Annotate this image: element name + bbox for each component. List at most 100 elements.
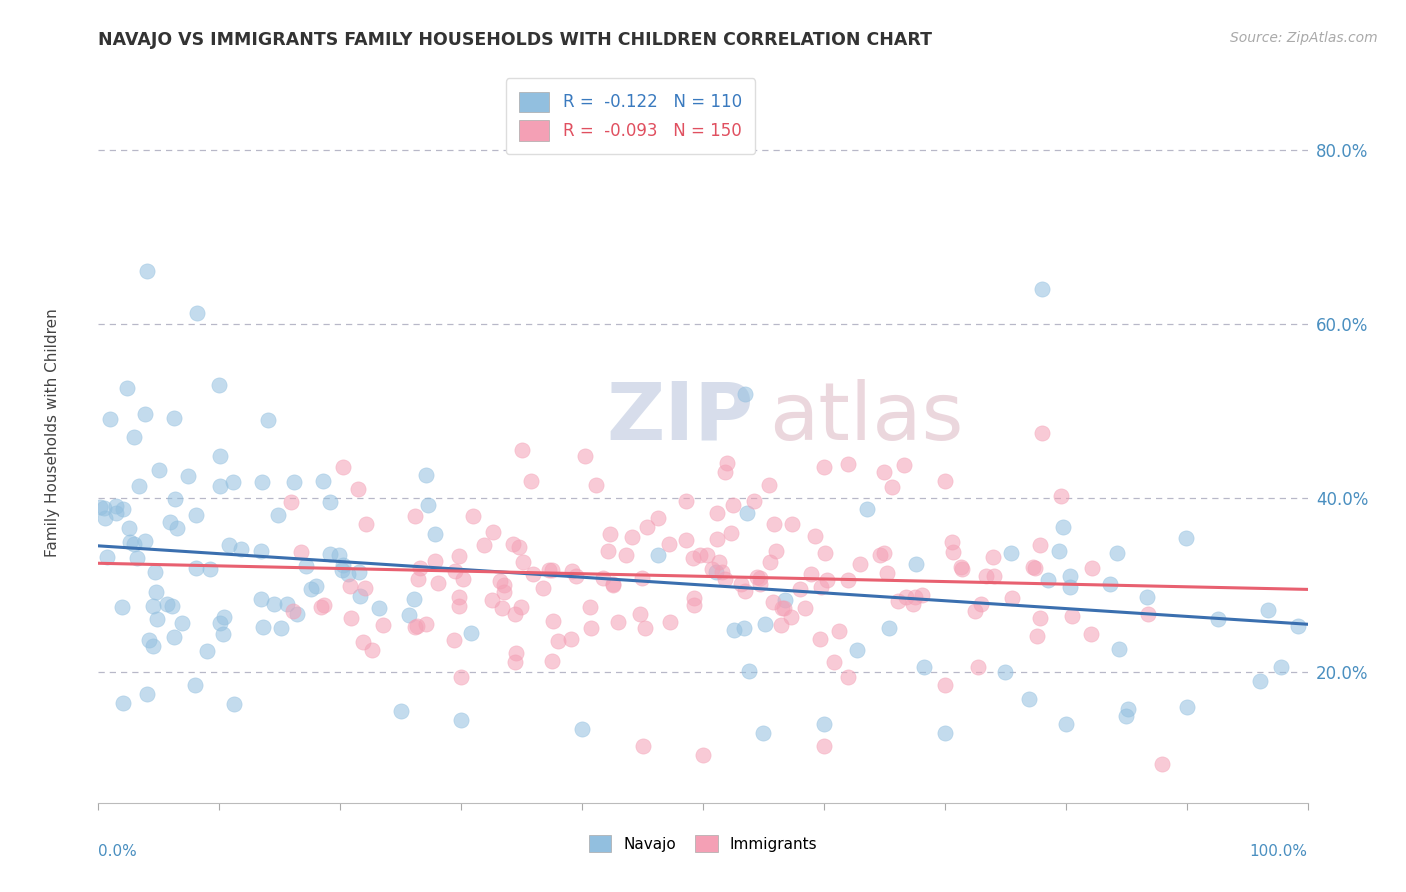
Point [339,579,361,593]
Point [125,550,148,565]
Point [128,479,150,493]
Point [702,562,724,576]
Point [714,572,737,586]
Point [314,598,336,612]
Point [489,574,512,588]
Point [156,597,179,611]
Point [893,458,915,473]
Point [124,537,146,551]
Point [481,524,503,539]
Point [814,546,837,560]
Point [347,483,370,497]
Point [602,576,624,591]
Point [299,582,322,596]
Text: Source: ZipAtlas.com: Source: ZipAtlas.com [1230,31,1378,45]
Point [502,537,524,551]
Point [93,500,115,515]
Point [184,560,207,574]
Point [707,555,730,569]
Point [762,595,785,609]
Point [510,599,533,614]
Point [704,565,727,579]
Point [1286,618,1309,632]
Point [89,500,111,515]
Point [934,474,956,488]
Point [281,604,304,618]
Point [111,696,134,710]
Point [770,617,793,632]
Point [444,565,467,579]
Point [540,564,562,578]
Point [461,508,484,523]
Point [949,560,972,574]
Point [631,739,654,754]
Point [983,550,1005,565]
Point [541,614,564,628]
Point [224,697,246,711]
Point [212,626,235,640]
Point [585,478,607,492]
Point [170,615,193,630]
Point [118,521,141,535]
Point [1059,569,1081,583]
Point [184,508,207,522]
Point [1136,607,1159,622]
Point [813,460,835,475]
Point [763,516,786,531]
Point [1116,702,1139,716]
Point [1049,489,1071,503]
Point [967,659,990,673]
Point [634,621,657,635]
Point [950,562,973,576]
Point [579,599,602,614]
Point [115,381,138,395]
Point [305,579,328,593]
Point [547,634,569,648]
Point [520,475,543,489]
Point [186,306,208,320]
Point [733,621,755,635]
Point [1099,577,1122,591]
Point [416,499,439,513]
Point [415,467,437,482]
Point [138,633,160,648]
Point [734,387,756,401]
Point [208,449,231,463]
Point [636,520,658,534]
Point [163,491,186,506]
Text: 100.0%: 100.0% [1250,844,1308,858]
Point [145,584,167,599]
Point [561,564,583,578]
Point [745,570,768,584]
Point [941,535,963,549]
Point [1028,538,1050,552]
Point [1026,629,1049,643]
Point [873,546,896,560]
Point [682,550,704,565]
Point [770,601,793,615]
Point [404,592,426,607]
Point [716,456,738,470]
Point [312,474,335,488]
Point [1052,520,1074,534]
Point [737,506,759,520]
Point [252,620,274,634]
Point [1152,756,1174,771]
Point [104,500,127,514]
Point [406,572,429,586]
Point [855,502,877,516]
Point [1049,543,1071,558]
Point [849,558,872,572]
Point [492,585,515,599]
Point [340,611,363,625]
Point [804,529,827,543]
Point [221,475,243,490]
Point [560,632,582,646]
Point [353,581,375,595]
Point [404,620,426,634]
Point [647,511,669,525]
Point [148,463,170,477]
Point [349,589,371,603]
Point [249,591,271,606]
Point [503,655,526,669]
